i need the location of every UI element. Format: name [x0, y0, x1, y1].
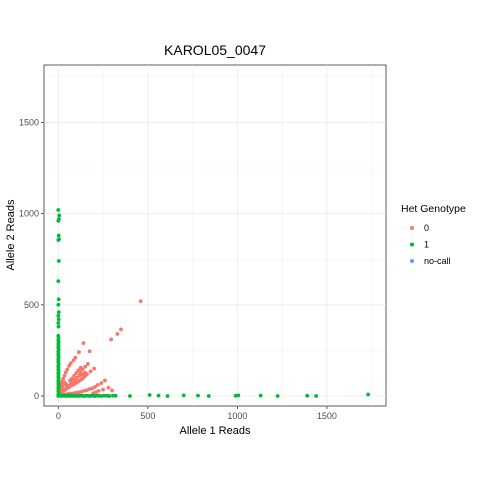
- point-genotype-0: [87, 349, 92, 354]
- point-genotype-1: [107, 394, 112, 398]
- legend-label-no-call: no-call: [424, 256, 451, 266]
- y-tick-label: 1500: [19, 117, 39, 127]
- point-genotype-0: [77, 373, 82, 378]
- point-genotype-1: [56, 302, 61, 307]
- legend-label-0: 0: [424, 223, 429, 233]
- point-genotype-1: [196, 393, 200, 398]
- point-genotype-1: [56, 335, 61, 340]
- y-axis-title: Allele 2 Reads: [5, 199, 17, 270]
- data-points: [56, 208, 370, 398]
- point-genotype-1: [56, 279, 61, 283]
- point-genotype-1: [56, 317, 61, 322]
- point-genotype-0: [101, 387, 105, 392]
- x-axis-title: Allele 1 Reads: [180, 425, 251, 437]
- point-genotype-0: [102, 378, 107, 383]
- point-genotype-1: [56, 208, 61, 212]
- legend-items: 0 1 no-call: [410, 223, 451, 266]
- point-genotype-1: [56, 233, 61, 238]
- point-genotype-0: [88, 369, 93, 374]
- point-genotype-1: [102, 393, 106, 398]
- point-genotype-0: [109, 337, 114, 342]
- plot-panel: [43, 64, 387, 407]
- point-genotype-1: [128, 394, 132, 398]
- legend: Het Genotype 0 1 no-call: [401, 203, 466, 266]
- x-tick-label: 1000: [227, 411, 247, 421]
- point-genotype-1: [366, 392, 370, 397]
- point-genotype-0: [67, 363, 71, 368]
- point-genotype-0: [99, 381, 104, 386]
- point-genotype-0: [72, 374, 76, 378]
- point-genotype-1: [236, 393, 241, 398]
- point-genotype-0: [74, 371, 79, 376]
- point-genotype-0: [83, 364, 88, 369]
- point-genotype-1: [305, 393, 310, 398]
- point-genotype-1: [96, 393, 101, 398]
- point-genotype-0: [110, 388, 114, 393]
- point-genotype-1: [104, 393, 109, 398]
- point-genotype-1: [181, 393, 186, 398]
- point-genotype-1: [56, 324, 61, 329]
- point-genotype-0: [106, 385, 111, 390]
- point-genotype-1: [57, 213, 62, 218]
- point-genotype-0: [69, 376, 74, 381]
- y-axis-ticks: 0 500 1000 1500: [19, 117, 44, 401]
- point-genotype-0: [77, 350, 81, 355]
- legend-title: Het Genotype: [401, 203, 466, 215]
- x-axis-ticks: 0 500 1000 1500: [56, 406, 337, 421]
- point-genotype-1: [56, 238, 61, 242]
- point-genotype-0: [82, 370, 87, 375]
- x-tick-label: 1500: [317, 411, 337, 421]
- point-genotype-0: [115, 332, 120, 336]
- point-genotype-1: [165, 394, 170, 398]
- point-genotype-1: [56, 259, 61, 263]
- y-tick-label: 500: [24, 300, 39, 310]
- point-genotype-1: [147, 393, 152, 397]
- point-genotype-1: [56, 310, 61, 314]
- point-genotype-1: [56, 297, 61, 302]
- legend-label-1: 1: [424, 240, 429, 250]
- x-tick-label: 0: [56, 411, 61, 421]
- point-genotype-0: [138, 299, 143, 304]
- legend-key-no-call: [410, 259, 414, 263]
- point-genotype-0: [73, 355, 78, 360]
- point-genotype-1: [206, 394, 211, 398]
- point-genotype-1: [113, 393, 118, 398]
- point-genotype-0: [81, 341, 86, 345]
- point-genotype-1: [56, 313, 61, 318]
- point-genotype-0: [71, 358, 76, 363]
- point-genotype-0: [92, 366, 97, 371]
- point-genotype-1: [258, 393, 263, 398]
- y-tick-label: 1000: [19, 209, 39, 219]
- grid-lines: [44, 65, 386, 406]
- point-genotype-1: [56, 321, 61, 325]
- chart-title: KAROL05_0047: [164, 42, 266, 58]
- point-genotype-1: [275, 394, 280, 398]
- point-genotype-0: [80, 367, 85, 372]
- point-genotype-0: [63, 370, 68, 375]
- point-genotype-1: [314, 394, 319, 398]
- legend-key-1: [410, 242, 414, 247]
- point-genotype-0: [62, 373, 67, 378]
- point-genotype-1: [156, 393, 161, 398]
- point-genotype-0: [119, 327, 123, 332]
- legend-key-0: [410, 226, 414, 230]
- point-genotype-0: [85, 362, 90, 366]
- y-tick-label: 0: [34, 391, 39, 401]
- point-genotype-0: [68, 361, 73, 366]
- point-genotype-0: [95, 383, 100, 387]
- x-tick-label: 500: [140, 411, 155, 421]
- point-genotype-1: [56, 219, 61, 223]
